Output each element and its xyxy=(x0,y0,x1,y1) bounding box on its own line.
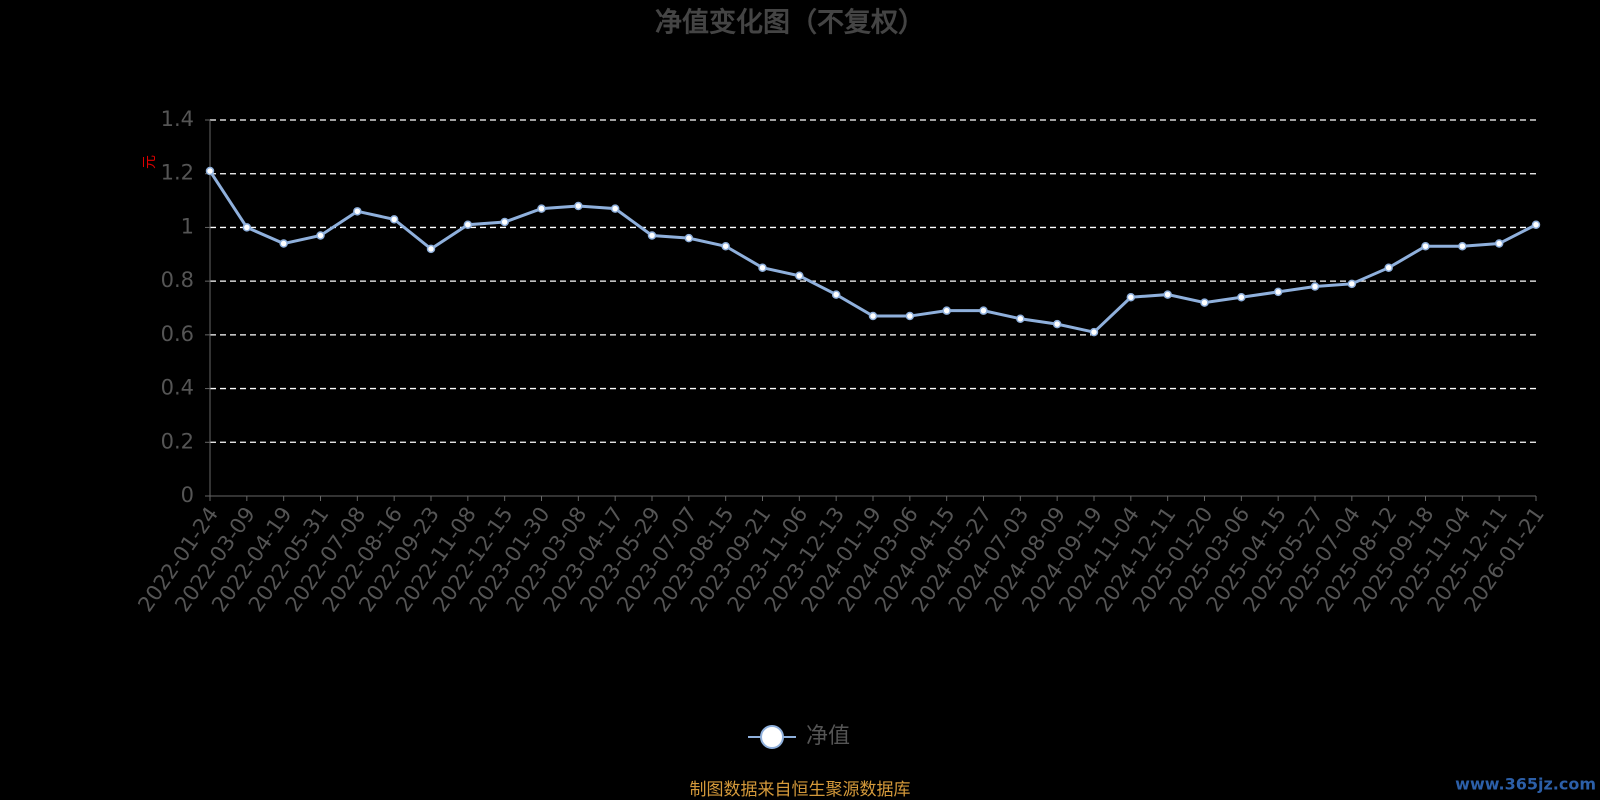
data-point xyxy=(647,231,657,240)
data-point xyxy=(1200,298,1209,307)
data-point xyxy=(942,306,951,315)
data-point xyxy=(831,290,841,299)
y-tick-label: 1.4 xyxy=(161,107,194,131)
y-tick-label: 1 xyxy=(181,214,194,238)
chart-title: 净值变化图（不复权） xyxy=(655,7,925,39)
data-point xyxy=(979,306,988,315)
data-point xyxy=(1126,293,1136,302)
data-point xyxy=(1531,220,1541,229)
data-point xyxy=(426,244,436,254)
data-point xyxy=(758,263,767,272)
data-point xyxy=(1310,282,1320,291)
y-tick-label: 1.2 xyxy=(161,161,194,185)
data-point xyxy=(353,207,362,216)
data-point xyxy=(1016,314,1025,323)
data-point xyxy=(279,239,288,248)
data-point xyxy=(316,231,325,240)
data-point xyxy=(1421,241,1430,251)
y-tick-label: 0.2 xyxy=(161,429,194,453)
data-point xyxy=(795,271,804,281)
data-point xyxy=(684,233,694,243)
y-tick-label: 0.6 xyxy=(161,322,194,346)
data-point xyxy=(1052,319,1062,329)
data-point xyxy=(1494,239,1504,248)
data-point xyxy=(610,204,620,213)
data-point xyxy=(574,201,583,211)
data-point xyxy=(205,166,215,176)
legend-marker xyxy=(760,725,784,749)
data-point xyxy=(1237,293,1246,302)
y-tick-label: 0.4 xyxy=(161,376,194,400)
y-tick-label: 0 xyxy=(181,483,194,507)
data-point xyxy=(1458,241,1467,251)
data-point xyxy=(1384,263,1393,272)
data-point xyxy=(242,223,252,232)
data-point xyxy=(1347,279,1357,289)
watermark: www.365jz.com xyxy=(1455,775,1596,794)
legend-label: 净值 xyxy=(806,724,850,749)
data-point xyxy=(463,220,473,229)
data-point xyxy=(721,241,730,251)
data-point xyxy=(868,311,878,321)
data-point xyxy=(537,204,546,213)
source-note: 制图数据来自恒生聚源数据库 xyxy=(690,780,911,800)
data-point xyxy=(500,217,509,227)
data-point xyxy=(1273,287,1283,297)
y-axis-label: 元 xyxy=(142,155,158,169)
y-tick-label: 0.8 xyxy=(161,268,194,292)
data-point xyxy=(1089,327,1099,337)
data-point xyxy=(905,311,915,321)
data-line xyxy=(208,170,1537,334)
data-point xyxy=(389,215,399,224)
data-point xyxy=(1163,290,1172,299)
